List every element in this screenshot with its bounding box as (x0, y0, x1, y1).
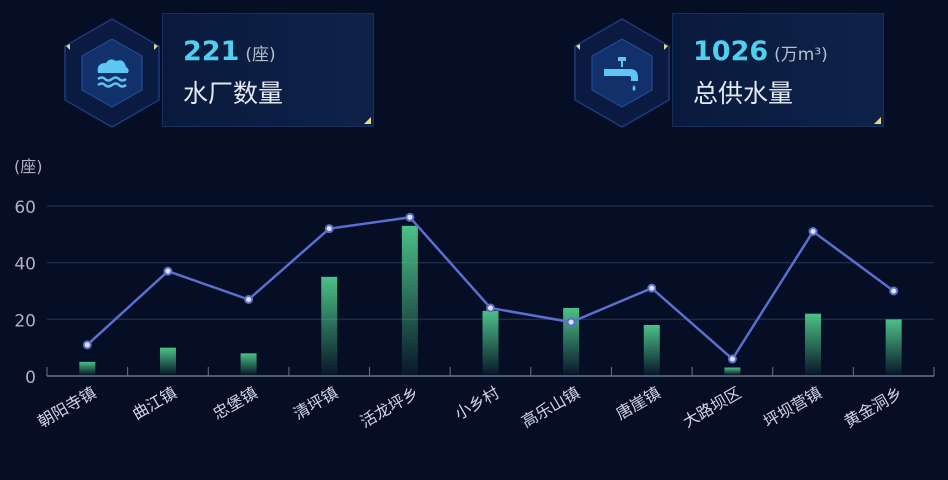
line-point (324, 224, 334, 234)
plant-unit: (座) (245, 45, 276, 65)
x-tick-label: 曲江镇 (129, 383, 180, 423)
x-tick-label: 高乐山镇 (518, 383, 583, 431)
plant-label: 水厂数量 (183, 79, 284, 108)
x-tick-label: 清坪镇 (290, 383, 341, 423)
line-point (405, 212, 415, 222)
y-tick-label: 20 (14, 311, 36, 331)
water-plant-icon (64, 18, 160, 128)
bar (805, 313, 822, 375)
y-axis-label: (座) (14, 157, 43, 176)
y-tick-label: 40 (14, 255, 36, 275)
stat-card-plants: 221 (座) 水厂数量 (62, 13, 382, 128)
water-tap-icon (574, 18, 670, 128)
plant-count: 221 (183, 36, 240, 67)
x-tick-label: 坪坝营镇 (760, 383, 825, 431)
y-tick-label: 60 (14, 198, 36, 218)
line-point (244, 295, 254, 304)
line-point (808, 227, 818, 236)
x-tick-label: 朝阳寺镇 (34, 383, 99, 431)
x-tick-label: 唐崖镇 (613, 383, 664, 423)
bar (79, 361, 96, 375)
supply-label: 总供水量 (693, 79, 794, 108)
bar (482, 310, 499, 375)
x-tick-label: 大路坝区 (679, 383, 744, 431)
x-tick-label: 活龙坪乡 (357, 383, 422, 431)
line-point (163, 266, 173, 276)
bar (643, 325, 660, 375)
bar (401, 225, 418, 375)
bar (159, 347, 176, 375)
bar (240, 353, 257, 375)
x-tick-label: 小乡村 (451, 383, 502, 423)
line-point (486, 303, 495, 313)
x-tick-label: 黄金洞乡 (841, 383, 906, 431)
y-tick-label: 0 (25, 368, 36, 388)
line-point (566, 317, 576, 327)
bar (321, 276, 338, 375)
line-point (647, 283, 657, 293)
supply-unit: (万m³) (774, 45, 828, 65)
line-point (727, 354, 737, 364)
line-point (82, 340, 92, 350)
bar (724, 367, 741, 375)
supply-value: 1026 (693, 36, 769, 67)
x-tick-label: 忠堡镇 (210, 383, 261, 423)
line-point (889, 286, 899, 296)
bar (563, 308, 580, 375)
stat-card-supply: 1026 (万m³) 总供水量 (572, 13, 892, 128)
bar (885, 319, 902, 375)
